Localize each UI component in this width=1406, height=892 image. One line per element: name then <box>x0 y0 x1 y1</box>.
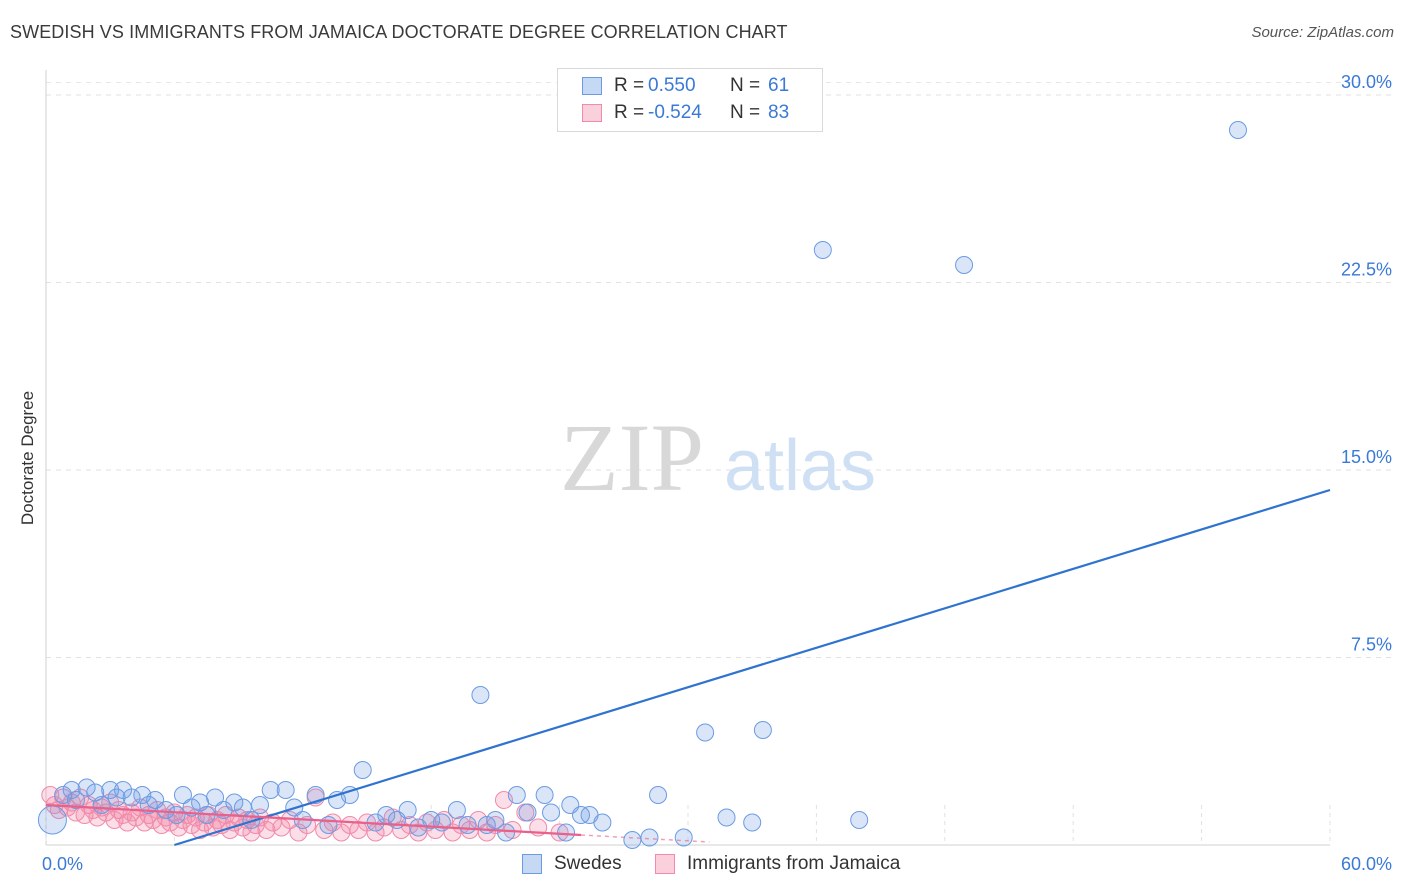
swedes-point <box>276 781 295 799</box>
swedes-point <box>182 798 201 817</box>
swedes-point <box>156 801 175 819</box>
swedes-point <box>398 801 417 819</box>
swedes-point <box>251 796 269 814</box>
swedes-point <box>623 831 642 849</box>
legend-r-label: R = <box>614 102 645 123</box>
y-tick-label: 15.0% <box>1341 447 1392 467</box>
legend-r-value: -0.524 <box>648 102 702 123</box>
swedes-point <box>353 761 372 779</box>
trend-lines <box>45 488 1331 847</box>
legend-row-swedes: R = 0.550 N = 61 <box>582 73 789 99</box>
chart-title: SWEDISH VS IMMIGRANTS FROM JAMAICA DOCTO… <box>10 22 788 42</box>
legend-r-label: R = <box>614 75 645 96</box>
legend-n-value: 83 <box>768 102 790 123</box>
swedes-point <box>261 781 280 799</box>
x-tick-label: 60.0% <box>1341 854 1392 874</box>
swedes-point <box>92 796 111 814</box>
legend-swatch-jamaica <box>582 104 602 122</box>
series-legend-swedes: Swedes <box>522 852 622 876</box>
swedes-point <box>593 813 612 832</box>
jamaica-point <box>435 811 454 829</box>
swedes-point <box>640 828 659 847</box>
x-tick-label: 0.0% <box>42 854 83 874</box>
y-tick-label: 7.5% <box>1351 635 1392 655</box>
tick-labels: 7.5% 15.0% 22.5% 30.0% 0.0% 60.0% <box>42 72 1392 874</box>
legend-n-value: 61 <box>768 75 790 96</box>
y-tick-label: 22.5% <box>1341 260 1392 280</box>
legend-n-label: N = <box>730 75 761 96</box>
series-swatch-swedes <box>522 854 542 874</box>
swedes-point <box>850 811 869 829</box>
swedes-point <box>557 823 576 842</box>
swedes-point <box>101 781 120 799</box>
swedes-point <box>1228 121 1247 139</box>
swedes-point <box>743 813 762 832</box>
swedes-point <box>422 811 441 829</box>
legend-row-jamaica: R = -0.524 N = 83 <box>582 100 789 126</box>
swedes-point <box>173 786 192 804</box>
watermark-atlas: atlas <box>724 426 876 506</box>
jamaica-point <box>257 821 276 839</box>
series-legend-jamaica: Immigrants from Jamaica <box>655 852 900 876</box>
swedes-point <box>471 686 490 704</box>
legend-swatch-swedes <box>582 77 602 95</box>
series-label-swedes: Swedes <box>554 853 622 874</box>
swedes-point <box>122 788 141 807</box>
swedes-point <box>674 828 693 847</box>
swedes-point <box>813 241 832 259</box>
swedes-point <box>458 816 477 834</box>
series-label-jamaica: Immigrants from Jamaica <box>687 853 901 874</box>
watermark: ZIP atlas <box>560 404 876 511</box>
swedes-point <box>753 721 772 739</box>
swedes-point <box>497 823 516 842</box>
jamaica-trend-extension <box>580 834 710 843</box>
y-tick-label: 30.0% <box>1341 72 1392 92</box>
swedes-point <box>206 788 225 807</box>
swedes-point <box>107 788 126 807</box>
swedes-point <box>319 816 338 834</box>
swedes-point <box>62 781 81 799</box>
swedes-point <box>37 805 67 835</box>
source-label: Source: ZipAtlas.com <box>1251 24 1394 41</box>
swedes-point <box>518 803 537 822</box>
jamaica-trend-line <box>45 803 582 837</box>
swedes-point <box>66 791 85 809</box>
swedes-point <box>535 786 554 804</box>
swedes-trend-line <box>174 488 1331 847</box>
swedes-point <box>77 778 96 797</box>
swedes-point <box>696 723 715 742</box>
swedes-points <box>37 121 1247 849</box>
legend-n-label: N = <box>730 102 761 123</box>
series-swatch-jamaica <box>655 854 675 874</box>
swedes-point <box>225 793 244 812</box>
y-axis-label: Doctorate Degree <box>18 391 37 525</box>
swedes-point <box>167 806 186 824</box>
stats-legend: R = 0.550 N = 61 R = -0.524 N = 83 <box>557 68 823 132</box>
swedes-point <box>542 803 561 822</box>
swedes-point <box>486 811 505 829</box>
grid-lines <box>46 82 1392 658</box>
swedes-point <box>955 256 974 274</box>
watermark-zip: ZIP <box>560 404 704 511</box>
legend-r-value: 0.550 <box>648 75 696 96</box>
swedes-point <box>649 786 668 804</box>
swedes-point <box>717 808 736 827</box>
swedes-point <box>507 786 526 804</box>
swedes-point <box>447 801 466 819</box>
